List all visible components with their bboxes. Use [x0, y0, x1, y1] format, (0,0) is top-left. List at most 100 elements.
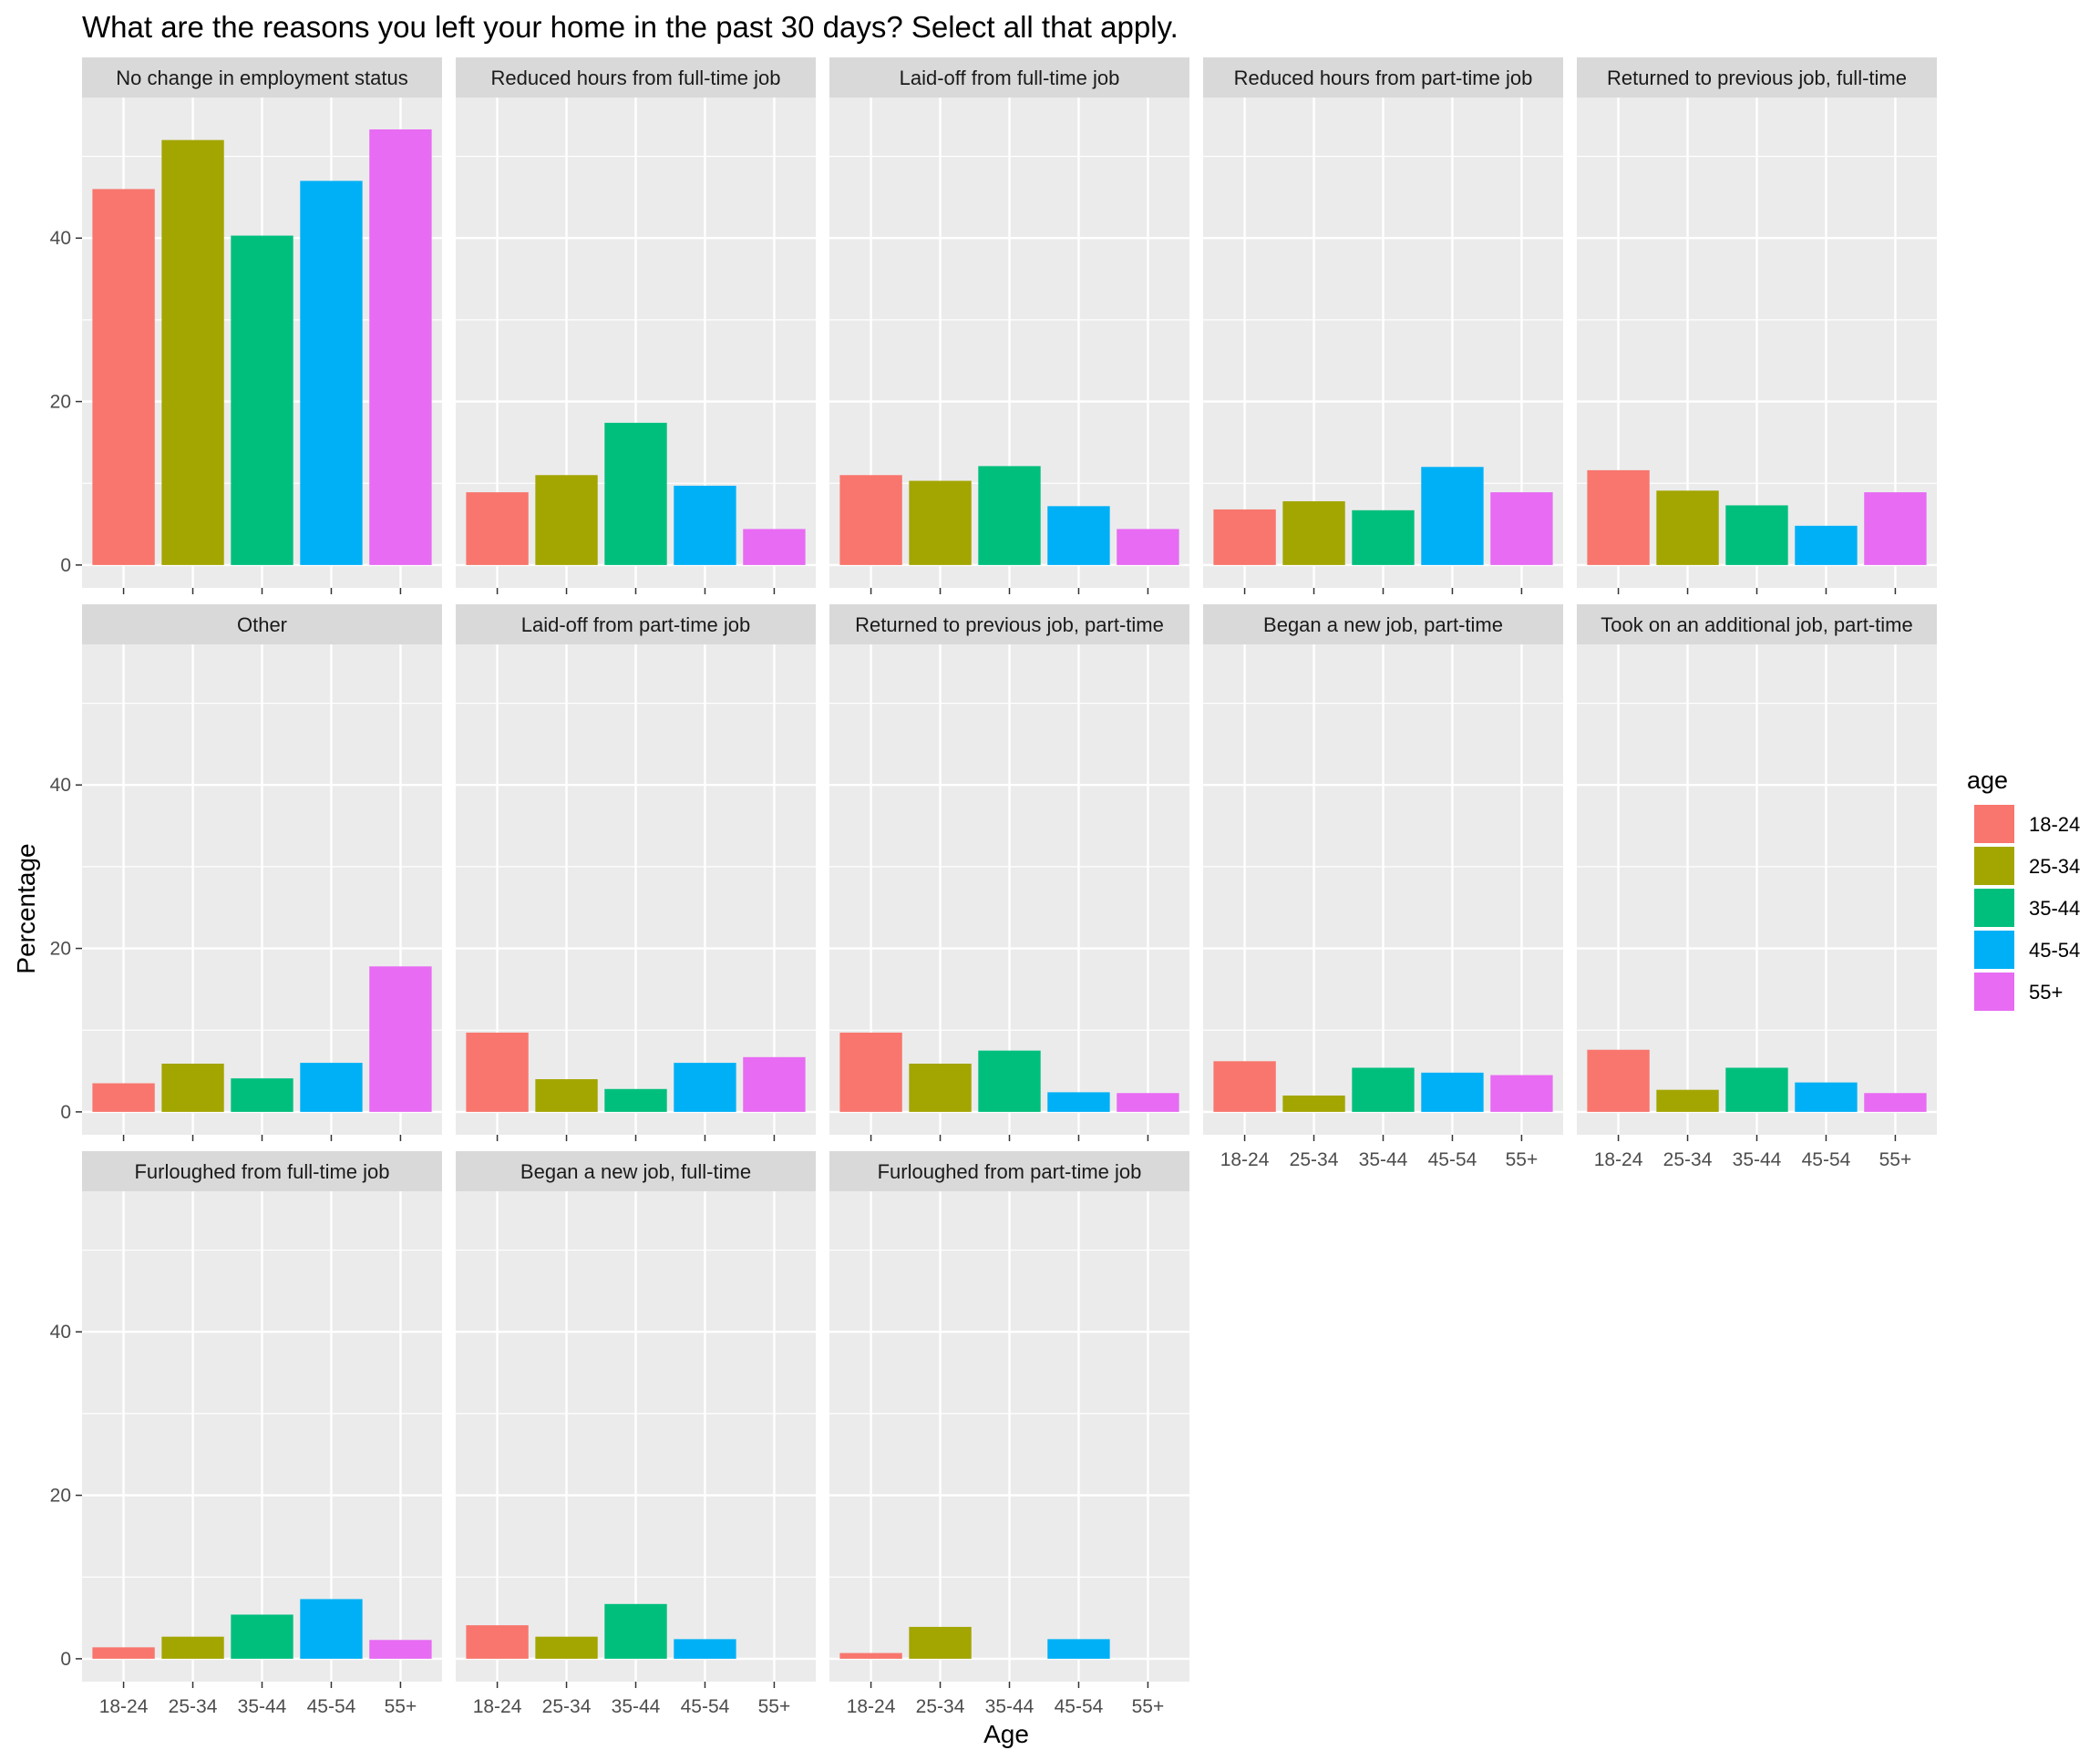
- facet-strip: [829, 57, 1189, 98]
- facet-panel: Reduced hours from full-time job: [456, 57, 816, 594]
- facet-label: Returned to previous job, part-time: [855, 613, 1164, 636]
- chart-title: What are the reasons you left your home …: [82, 10, 1179, 44]
- bar: [1795, 525, 1858, 565]
- legend-key: [1974, 847, 2014, 885]
- bar: [535, 475, 598, 565]
- bar: [92, 1083, 155, 1112]
- facet-strip: [456, 604, 816, 644]
- bar: [909, 480, 972, 565]
- bar: [535, 1079, 598, 1112]
- x-tick-label: 18-24: [1594, 1149, 1643, 1170]
- bar: [92, 189, 155, 565]
- facet-label: Began a new job, part-time: [1263, 613, 1503, 636]
- bar: [1047, 1639, 1110, 1659]
- bar: [161, 139, 224, 565]
- bar: [231, 1078, 293, 1112]
- facet-panel: Began a new job, part-time 18-24 25-34 35-4…: [1203, 604, 1563, 1170]
- x-tick-label: 35-44: [1733, 1149, 1782, 1170]
- bar: [369, 966, 432, 1112]
- facet-strip: [829, 1151, 1189, 1191]
- bar: [909, 1063, 972, 1112]
- bar: [674, 1063, 736, 1112]
- facet-panels: No change in employment status 0 20 40 Reduc…: [50, 57, 1937, 1717]
- y-tick-label: 0: [60, 555, 71, 576]
- bar: [1282, 500, 1345, 565]
- bar: [1490, 1075, 1553, 1112]
- facet-panel: Reduced hours from part-time job: [1203, 57, 1563, 594]
- bar: [231, 235, 293, 565]
- x-axis-title: Age: [983, 1720, 1029, 1748]
- x-tick-label: 55+: [1132, 1696, 1165, 1717]
- legend-key: [1974, 889, 2014, 927]
- y-tick-label: 40: [50, 1322, 71, 1343]
- x-tick-label: 35-44: [612, 1696, 661, 1717]
- bar: [839, 1652, 902, 1659]
- facet-label: Laid-off from part-time job: [521, 613, 750, 636]
- legend-key: [1974, 931, 2014, 969]
- facet-panel: Returned to previous job, part-time: [829, 604, 1189, 1141]
- bar: [604, 1088, 667, 1112]
- bar: [839, 475, 902, 565]
- facet-label: No change in employment status: [116, 67, 407, 89]
- bar: [1725, 505, 1788, 565]
- bar: [839, 1032, 902, 1112]
- facet-panel: Laid-off from part-time job: [456, 604, 816, 1141]
- y-axis-title: Percentage: [12, 843, 40, 973]
- bar: [300, 1599, 363, 1659]
- facet-panel: Began a new job, full-time 18-24 25-34 35-4…: [456, 1151, 816, 1717]
- bar: [604, 1603, 667, 1659]
- facet-strip: [456, 1151, 816, 1191]
- x-tick-label: 25-34: [1290, 1149, 1339, 1170]
- legend-label: 25-34: [2029, 855, 2080, 878]
- facet-panel: Other 0 20 40: [50, 604, 442, 1141]
- facet-label: Laid-off from full-time job: [900, 67, 1120, 89]
- facet-strip: [1203, 57, 1563, 98]
- bar: [1421, 1072, 1484, 1112]
- legend-title: age: [1967, 767, 2008, 794]
- x-tick-label: 55+: [1879, 1149, 1912, 1170]
- x-tick-label: 35-44: [238, 1696, 287, 1717]
- legend-label: 45-54: [2029, 939, 2080, 962]
- bar: [674, 1639, 736, 1659]
- legend-label: 18-24: [2029, 813, 2080, 836]
- bar: [1421, 467, 1484, 565]
- facet-strip: [82, 604, 442, 644]
- x-tick-label: 45-54: [1055, 1696, 1104, 1717]
- facet-label: Reduced hours from part-time job: [1234, 67, 1533, 89]
- bar: [466, 1625, 529, 1659]
- bar: [1656, 1089, 1719, 1112]
- x-tick-label: 45-54: [307, 1696, 356, 1717]
- x-tick-label: 25-34: [1663, 1149, 1713, 1170]
- bar: [300, 180, 363, 565]
- bar: [1047, 1092, 1110, 1112]
- facet-panel: Took on an additional job, part-time 18-2…: [1577, 604, 1937, 1170]
- x-tick-label: 18-24: [1220, 1149, 1270, 1170]
- bar: [369, 129, 432, 565]
- bar: [1213, 1061, 1276, 1112]
- bar: [1047, 506, 1110, 565]
- x-tick-label: 45-54: [1802, 1149, 1851, 1170]
- x-tick-label: 45-54: [681, 1696, 730, 1717]
- bar: [1725, 1067, 1788, 1112]
- x-tick-label: 55+: [758, 1696, 791, 1717]
- bar: [1117, 1093, 1179, 1112]
- bar: [1864, 1093, 1927, 1112]
- bar: [1282, 1095, 1345, 1112]
- x-tick-label: 55+: [1506, 1149, 1539, 1170]
- bar: [535, 1636, 598, 1659]
- facet-label: Reduced hours from full-time job: [491, 67, 781, 89]
- legend-key: [1974, 805, 2014, 843]
- bar: [1352, 510, 1415, 565]
- bar: [978, 1050, 1041, 1112]
- bar: [1213, 509, 1276, 565]
- x-tick-label: 55+: [385, 1696, 417, 1717]
- facet-strip: [1203, 604, 1563, 644]
- bar: [466, 492, 529, 565]
- bar: [1864, 492, 1927, 565]
- bar: [466, 1032, 529, 1112]
- facet-label: Furloughed from part-time job: [878, 1160, 1142, 1183]
- bar: [161, 1063, 224, 1112]
- facet-strip: [829, 604, 1189, 644]
- bar: [743, 529, 806, 565]
